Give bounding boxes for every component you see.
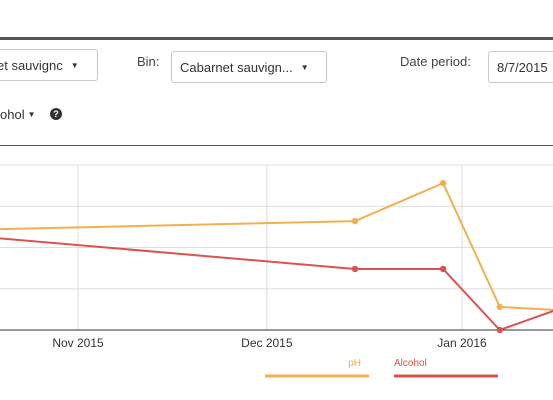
chevron-down-icon: ▼ [70,60,79,70]
help-icon[interactable]: ? [50,108,62,120]
data-point [496,303,503,311]
date-period-input[interactable]: 8/7/2015 [488,51,553,83]
wine-select-value: et sauvignc [0,57,63,73]
data-point [351,217,359,225]
date-period-label: Date period: [400,54,471,69]
x-tick-label: Dec 2015 [241,336,293,350]
wine-select[interactable]: et sauvignc ▼ [0,49,98,81]
bin-select[interactable]: Cabarnet sauvign... ▼ [171,51,327,83]
chart-grid [0,164,553,331]
bin-label: Bin: [137,54,160,69]
data-point [439,179,447,187]
data-point [439,265,447,273]
date-period-value: 8/7/2015 [497,59,548,75]
measure-select-value: ohol [0,106,25,122]
x-tick-label: Jan 2016 [437,336,487,350]
chart-series [0,179,553,334]
chevron-down-icon: ▼ [27,109,36,119]
legend-label: Alcohol [394,358,427,369]
series-line-alcohol [0,237,553,332]
chevron-down-icon: ▼ [300,62,309,72]
data-point [496,326,503,334]
x-axis-ticks: Nov 2015 Dec 2015 Jan 2016 [52,336,487,350]
data-point [351,265,359,273]
top-divider [0,37,553,40]
x-tick-label: Nov 2015 [52,336,104,350]
legend-label: pH [348,358,361,369]
measure-select[interactable]: ohol ▼ [0,103,36,125]
chart-top-divider [0,145,553,146]
chart-legend: pH Alcohol [265,358,498,378]
bin-select-value: Cabarnet sauvign... [180,59,293,75]
